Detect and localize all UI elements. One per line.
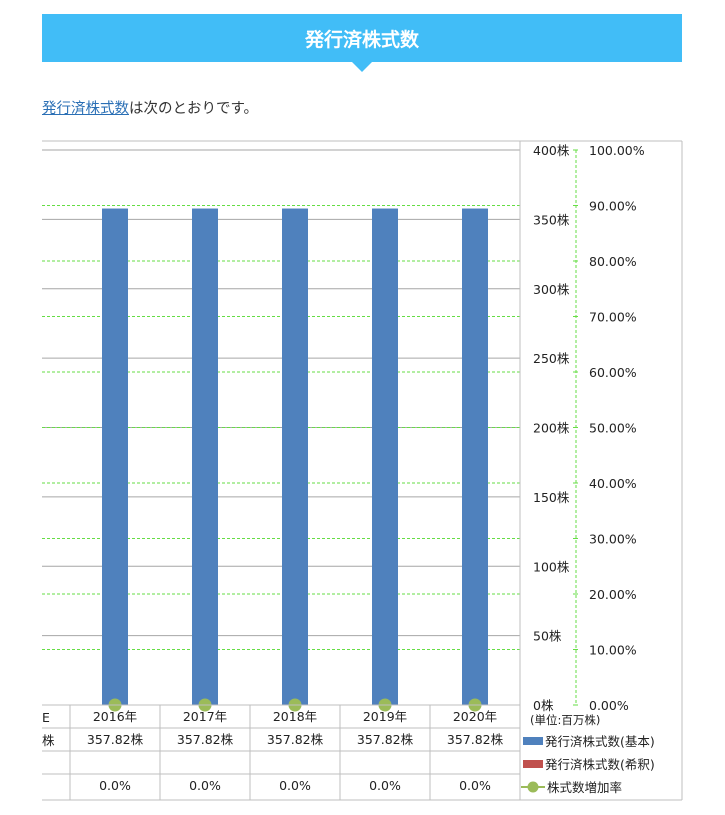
y2-tick-label: 10.00% <box>589 643 637 658</box>
table-cell: 357.82株 <box>447 732 504 747</box>
y-tick-label: 300株 <box>533 282 570 297</box>
x-category-label: 2017年 <box>183 709 227 724</box>
intro-text: 発行済株式数は次のとおりです。 <box>42 97 258 118</box>
table-header-cut: E <box>42 710 50 725</box>
bar <box>462 208 488 705</box>
table-cell: 357.82株 <box>357 732 414 747</box>
y2-tick-label: 50.00% <box>589 421 637 436</box>
section-header: 発行済株式数 <box>42 14 682 62</box>
table-cell: 0.0% <box>369 778 401 793</box>
bar <box>192 208 218 705</box>
legend-label-basic: 発行済株式数(基本) <box>545 734 655 749</box>
y2-tick-label: 0.00% <box>589 698 629 713</box>
x-category-label: 2020年 <box>453 709 497 724</box>
table-cell: 0.0% <box>279 778 311 793</box>
y2-tick-label: 70.00% <box>589 310 637 325</box>
table-cell: 0.0% <box>459 778 491 793</box>
table-cell: 0.0% <box>99 778 131 793</box>
table-cell: 0.0% <box>189 778 221 793</box>
legend-swatch-diluted <box>523 760 543 768</box>
y-tick-label: 0株 <box>533 698 554 713</box>
table-cell: 357.82株 <box>177 732 234 747</box>
y2-tick-label: 100.00% <box>589 143 645 158</box>
bar <box>282 208 308 705</box>
legend-label-rate: 株式数増加率 <box>547 780 622 795</box>
y2-tick-label: 60.00% <box>589 365 637 380</box>
y-tick-label: 350株 <box>533 212 570 227</box>
x-category-label: 2016年 <box>93 709 137 724</box>
table-row-label-cut: 株 <box>42 733 55 748</box>
header-pointer <box>352 62 372 72</box>
legend-label-diluted: 発行済株式数(希釈) <box>545 757 655 772</box>
bar <box>102 208 128 705</box>
y-tick-label: 400株 <box>533 143 570 158</box>
y2-tick-label: 90.00% <box>589 199 637 214</box>
y2-tick-label: 30.00% <box>589 532 637 547</box>
section-title: 発行済株式数 <box>304 28 419 51</box>
table-cell: 357.82株 <box>267 732 324 747</box>
intro-rest: は次のとおりです。 <box>129 101 259 117</box>
y2-tick-label: 80.00% <box>589 254 637 269</box>
legend-marker-rate <box>527 781 539 793</box>
shares-link[interactable]: 発行済株式数 <box>42 101 129 117</box>
y2-tick-label: 20.00% <box>589 587 637 602</box>
legend-swatch-basic <box>523 737 543 745</box>
table-cell: 357.82株 <box>87 732 144 747</box>
unit-label: (単位:百万株) <box>530 713 600 727</box>
y-tick-label: 250株 <box>533 351 570 366</box>
bar <box>372 208 398 705</box>
y-tick-label: 50株 <box>533 629 562 644</box>
y2-tick-label: 40.00% <box>589 476 637 491</box>
x-category-label: 2019年 <box>363 709 407 724</box>
y-tick-label: 200株 <box>533 421 570 436</box>
x-category-label: 2018年 <box>273 709 317 724</box>
y-tick-label: 150株 <box>533 490 570 505</box>
y-tick-label: 100株 <box>533 559 570 574</box>
